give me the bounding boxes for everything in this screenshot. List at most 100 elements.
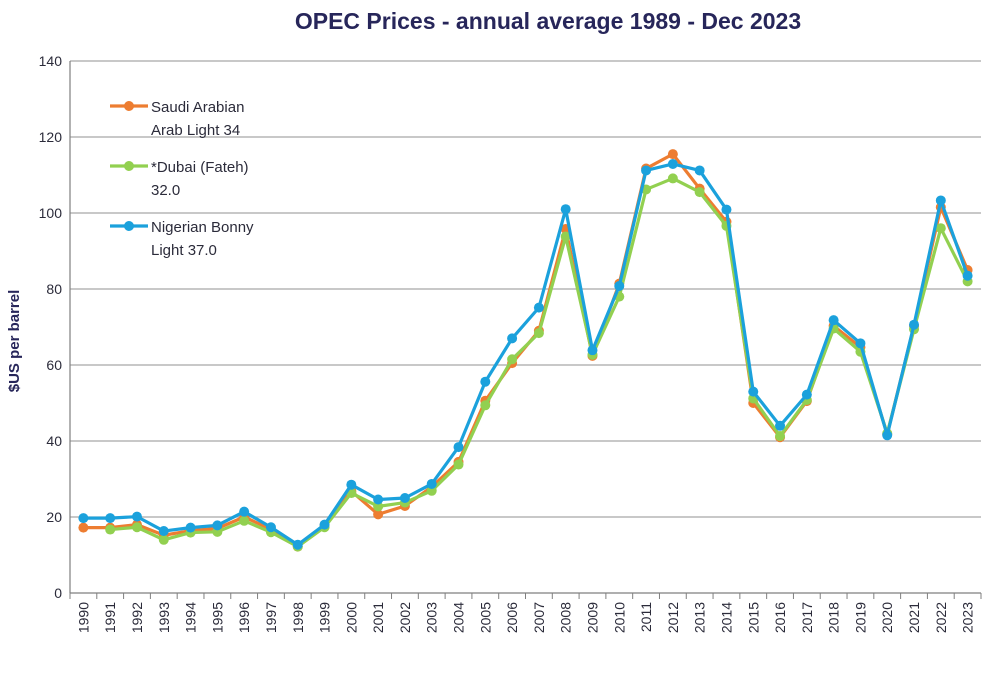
x-tick-label: 1991: [102, 602, 118, 633]
data-point: [131, 522, 142, 533]
data-point: [373, 501, 384, 512]
x-tick-label: 2022: [933, 602, 949, 633]
x-tick-label: 2015: [745, 602, 761, 633]
legend-marker: [124, 221, 134, 231]
y-tick-label: 20: [46, 509, 62, 525]
y-tick-label: 0: [54, 585, 62, 601]
data-point: [828, 315, 839, 326]
legend-label: 32.0: [151, 182, 180, 199]
data-point: [748, 386, 759, 397]
legend-entry-3: Nigerian Bonny Light 37.0: [110, 219, 254, 259]
gridlines: [70, 60, 981, 518]
x-tick-labels: 1990 1991 1992 1993 1994 1995 1996 1997 1998 1999…: [75, 602, 975, 633]
legend-label: Saudi Arabian: [151, 99, 244, 116]
data-point: [158, 526, 169, 537]
y-axis-label: $US per barrel: [6, 290, 23, 393]
data-point: [105, 524, 116, 535]
x-tick-label: 1993: [156, 602, 172, 633]
x-tick-label: 1998: [290, 602, 306, 633]
chart-title: OPEC Prices - annual average 1989 - Dec …: [295, 8, 801, 34]
x-tick-label: 2009: [584, 602, 600, 633]
data-point: [373, 509, 384, 520]
x-tick-label: 2002: [397, 602, 413, 633]
x-tick-label: 2021: [906, 602, 922, 633]
legend: Saudi Arabian Arab Light 34 *Dubai (Fateh)…: [110, 99, 254, 259]
data-point: [667, 173, 678, 184]
data-point: [694, 187, 705, 198]
legend-label: *Dubai (Fateh): [151, 159, 249, 176]
data-point: [775, 431, 786, 442]
data-point: [909, 319, 920, 330]
x-tick-label: 2023: [960, 602, 976, 633]
data-point: [587, 345, 598, 356]
data-point: [131, 511, 142, 522]
series-line: [81, 162, 970, 547]
data-point: [480, 400, 491, 411]
data-point: [694, 165, 705, 176]
axes: [69, 61, 982, 599]
data-point: [78, 522, 89, 533]
data-point: [239, 515, 250, 526]
data-point: [292, 539, 303, 550]
series-3: [78, 158, 973, 550]
x-tick-label: 2013: [692, 602, 708, 633]
x-tick-label: 2004: [451, 602, 467, 633]
data-point: [105, 513, 116, 524]
x-tick-label: 1996: [236, 602, 252, 633]
x-tick-label: 2014: [718, 602, 734, 633]
data-point: [78, 513, 89, 524]
data-point: [882, 430, 893, 441]
x-tick-label: 2001: [370, 602, 386, 633]
data-point: [533, 302, 544, 313]
x-tick-label: 1997: [263, 602, 279, 633]
data-point: [560, 231, 571, 242]
legend-label: Arab Light 34: [151, 122, 240, 139]
x-tick-label: 2020: [879, 602, 895, 633]
data-point: [775, 420, 786, 431]
data-point: [426, 478, 437, 489]
data-point: [265, 522, 276, 533]
data-point: [507, 354, 518, 365]
x-tick-label: 2011: [638, 602, 654, 632]
data-point: [801, 389, 812, 400]
x-tick-label: 2005: [477, 602, 493, 633]
data-point: [399, 493, 410, 503]
x-tick-label: 2007: [531, 602, 547, 633]
data-point: [239, 506, 250, 517]
x-tick-label: 2010: [611, 602, 627, 633]
x-tick-label: 2000: [343, 602, 359, 633]
x-tick-label: 2006: [504, 602, 520, 633]
data-point: [533, 328, 544, 339]
y-tick-label: 100: [39, 205, 63, 221]
x-tick-label: 1995: [209, 602, 225, 633]
data-point: [453, 459, 464, 470]
x-tick-label: 2018: [826, 602, 842, 633]
x-tick-label: 1994: [183, 602, 199, 633]
y-tick-label: 80: [46, 281, 62, 297]
series-lines: [78, 149, 973, 552]
data-point: [185, 522, 196, 533]
data-point: [935, 223, 946, 234]
legend-label: Nigerian Bonny: [151, 219, 254, 236]
data-point: [855, 338, 866, 349]
data-point: [935, 195, 946, 206]
y-tick-label: 120: [39, 129, 63, 145]
data-point: [560, 204, 571, 215]
legend-marker: [124, 161, 134, 171]
data-point: [212, 520, 223, 531]
data-point: [158, 534, 169, 545]
x-tick-label: 1999: [317, 602, 333, 633]
y-tick-labels: 0 20 40 60 80 100 120 140: [39, 53, 63, 601]
data-point: [373, 494, 384, 505]
y-tick-label: 140: [39, 53, 63, 69]
x-tick-label: 1990: [75, 602, 91, 633]
data-point: [614, 280, 625, 291]
data-point: [319, 519, 330, 530]
legend-label: Light 37.0: [151, 242, 217, 259]
x-tick-label: 2008: [558, 602, 574, 633]
x-tick-label: 2019: [852, 602, 868, 633]
legend-entry-1: Saudi Arabian Arab Light 34: [110, 99, 244, 139]
x-tick-label: 2012: [665, 602, 681, 633]
